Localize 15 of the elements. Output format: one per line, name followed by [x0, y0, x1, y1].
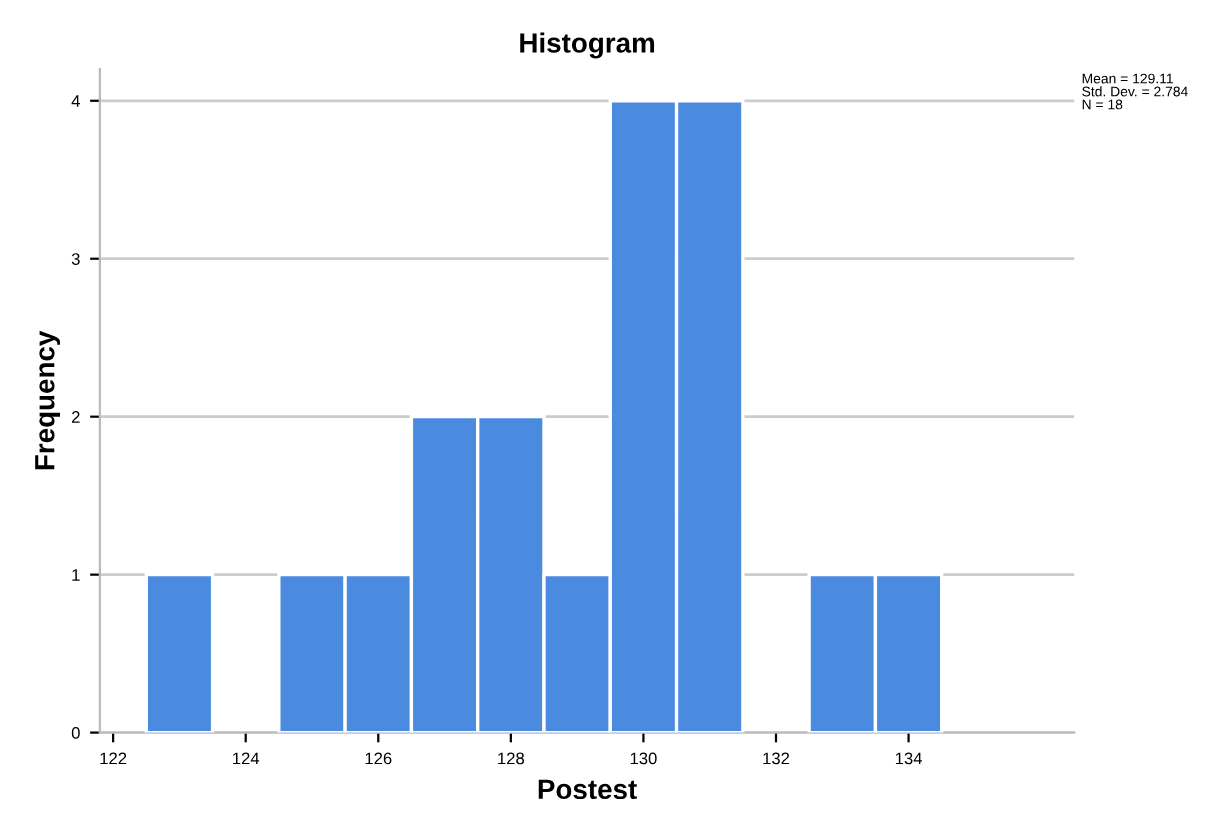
- y-tick-label: 4: [71, 95, 80, 107]
- x-axis-title: Postest: [538, 779, 637, 800]
- y-tick-label: 2: [72, 411, 80, 423]
- y-axis-title: Frequency: [35, 330, 61, 470]
- x-tick-label: 134: [895, 752, 922, 765]
- x-tick-label: 132: [763, 752, 790, 765]
- y-tick-label: 0: [71, 727, 80, 739]
- y-tick-label: 1: [72, 569, 80, 581]
- x-tick-label: 124: [233, 752, 260, 765]
- y-tick-label: 3: [71, 253, 80, 265]
- x-tick-label: 122: [100, 752, 127, 765]
- chart-title: Histogram: [520, 32, 655, 59]
- x-tick-label: 130: [630, 752, 657, 765]
- x-tick-label: 128: [498, 752, 525, 765]
- x-tick-label: 126: [365, 752, 392, 765]
